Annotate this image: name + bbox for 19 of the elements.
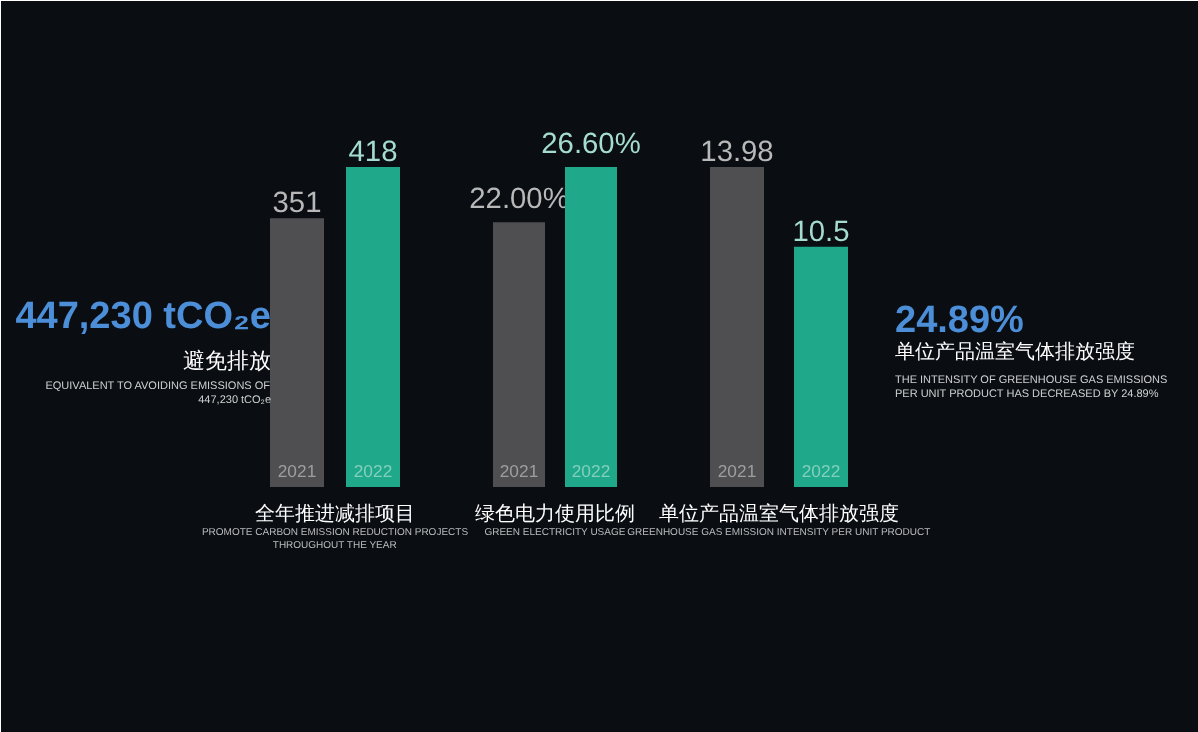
data-label: 26.60% (541, 129, 641, 161)
category-label: 2021 (717, 461, 757, 481)
category-label: 2022 (571, 461, 611, 481)
data-label: 22.00% (469, 184, 569, 217)
x-axis-title: 单位产品温室气体排放强度 (659, 502, 899, 526)
category-label: 2022 (801, 461, 841, 481)
annotation: 避免排放 (183, 348, 271, 374)
category-label: 2022 (353, 461, 393, 481)
text: 单位产品温室气体排放强度 (895, 340, 1135, 364)
category-label: 2021 (499, 461, 539, 481)
data-label: 351 (272, 188, 322, 221)
text: 24.89% (895, 300, 1025, 342)
data-label: 418 (348, 137, 398, 169)
data-label: 10.5 (792, 216, 850, 249)
category-label: 2021 (277, 461, 317, 481)
data-label: 13.98 (700, 137, 774, 169)
x-axis-title: 全年推进减排项目 (255, 502, 415, 526)
x-axis-title: 绿色电力使用比例 (475, 502, 635, 526)
annotation: 447,230 tCO₂e (15, 296, 271, 338)
